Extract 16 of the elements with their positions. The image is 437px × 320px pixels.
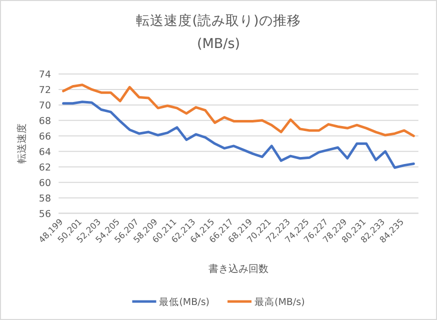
chart-subtitle: (MB/s) [196,36,240,52]
y-axis-title: 転送速度 [16,124,28,164]
y-tick-label: 72 [38,84,51,96]
legend-label: 最高(MB/s) [254,296,305,308]
y-tick-label: 68 [38,116,51,127]
x-axis-title: 書き込み回数 [208,263,268,275]
chart-title: 転送速度(読み取り)の推移 [136,13,301,29]
y-tick-label: 66 [38,131,51,142]
y-tick-label: 56 [38,208,51,220]
y-tick-label: 70 [38,100,51,112]
y-tick-label: 74 [38,70,51,80]
y-tick-label: 62 [38,162,51,174]
y-tick-label: 58 [38,193,51,204]
y-tick-label: 60 [38,178,51,189]
y-tick-label: 64 [38,146,51,158]
legend-label: 最低(MB/s) [159,297,210,308]
